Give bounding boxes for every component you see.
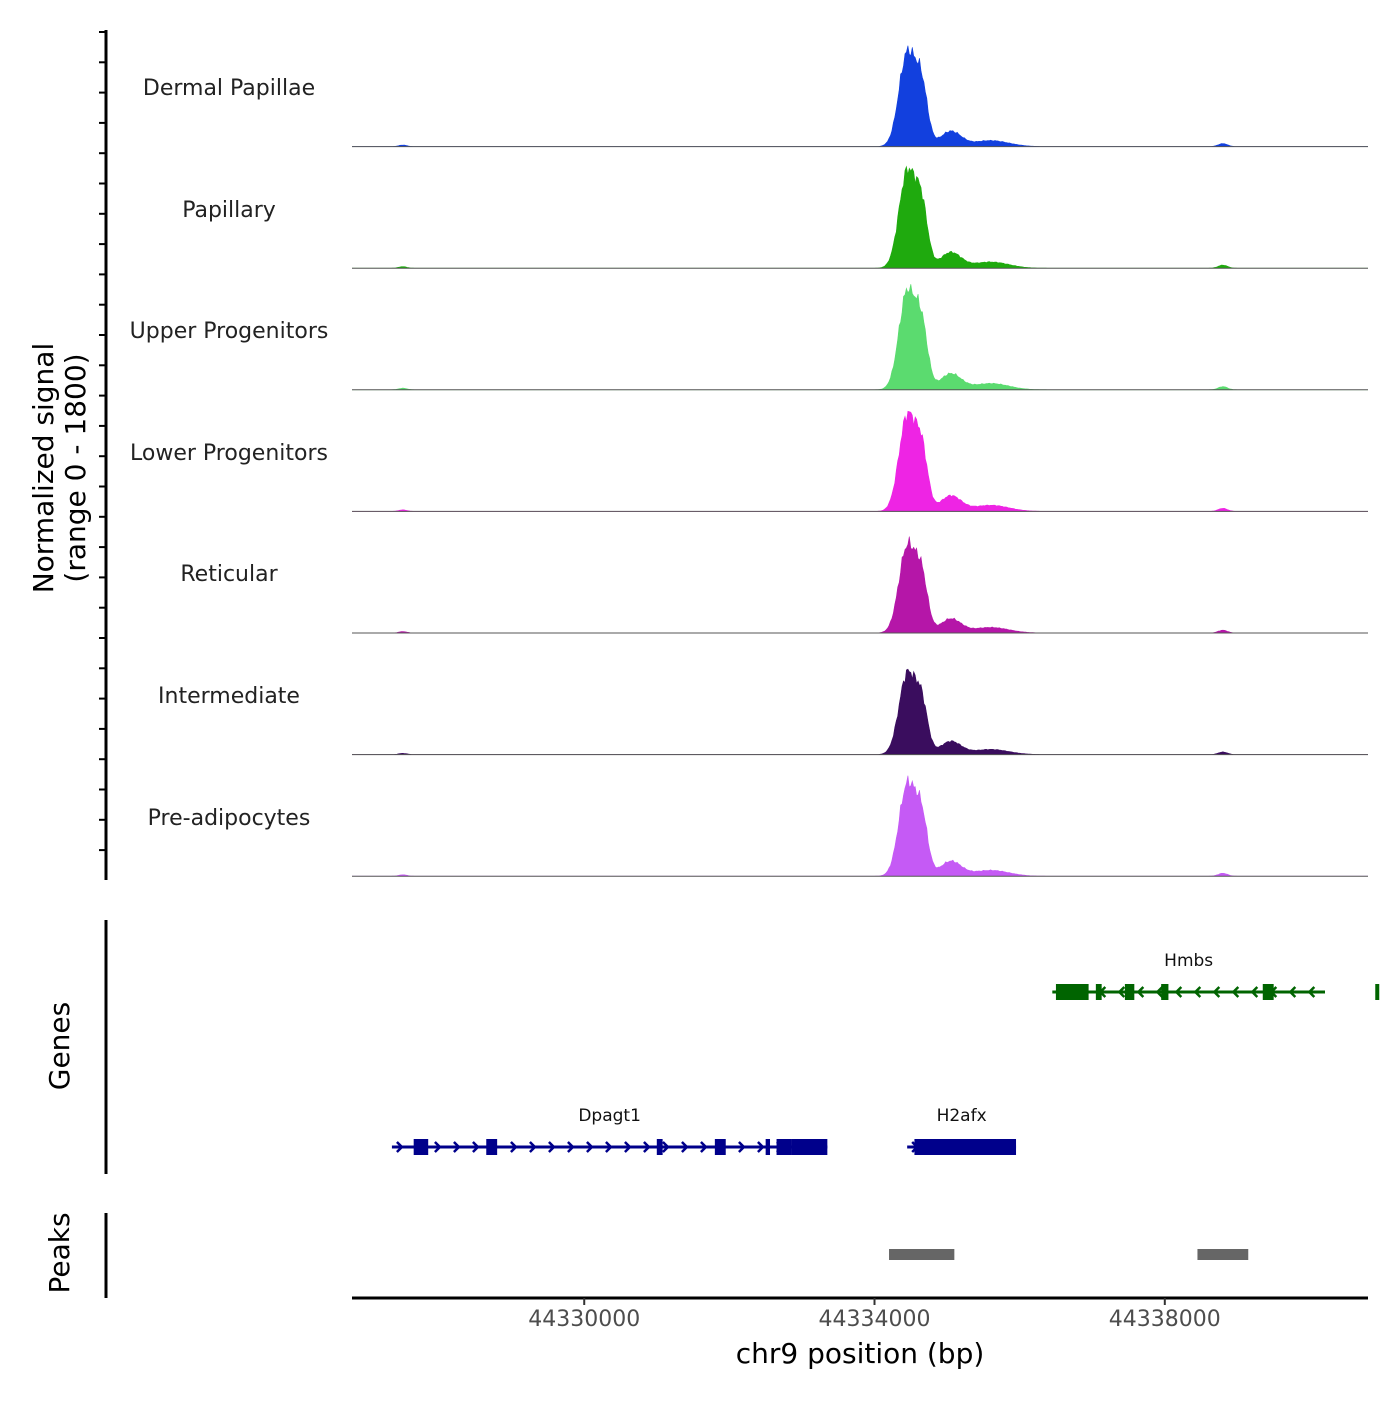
strand-chevron bbox=[757, 1141, 765, 1153]
strand-chevron bbox=[1155, 986, 1164, 998]
strand-chevron bbox=[1307, 986, 1316, 998]
strand-chevron bbox=[396, 1141, 404, 1153]
peak-region-1 bbox=[889, 1249, 955, 1260]
track-label: Papillary bbox=[182, 197, 276, 223]
exon-dpagt1 bbox=[714, 1139, 726, 1155]
coverage-area-pre-adipocytes bbox=[352, 775, 1368, 877]
track-label: Intermediate bbox=[158, 684, 300, 709]
strand-chevron bbox=[662, 1141, 670, 1153]
exon-hmbs bbox=[1095, 984, 1102, 1000]
exon-dpagt1 bbox=[413, 1139, 429, 1155]
strand-chevron bbox=[1212, 986, 1221, 998]
strand-chevron bbox=[605, 1141, 613, 1153]
gene-name-h2afx: H2afx bbox=[936, 1106, 987, 1126]
strand-chevron bbox=[1193, 986, 1202, 998]
exon-hmbs bbox=[1124, 984, 1135, 1000]
track-label: Upper Progenitors bbox=[129, 319, 329, 345]
coverage-area-intermediate bbox=[352, 668, 1368, 755]
strand-chevron bbox=[1174, 986, 1183, 998]
strand-chevron bbox=[548, 1141, 556, 1153]
x-tick-label: 44338000 bbox=[1108, 1307, 1221, 1332]
exon-hmbs bbox=[1262, 984, 1274, 1000]
strand-chevron bbox=[681, 1141, 689, 1153]
peaks-track-title: Peaks bbox=[43, 1212, 76, 1294]
y-axis-title-line1: Normalized signal bbox=[27, 342, 60, 594]
strand-chevron bbox=[1136, 986, 1145, 998]
strand-chevron bbox=[453, 1141, 461, 1153]
gene-name-hmbs: Hmbs bbox=[1164, 951, 1214, 971]
strand-chevron bbox=[624, 1141, 632, 1153]
strand-chevron bbox=[510, 1141, 518, 1153]
track-label: Lower Progenitors bbox=[130, 440, 328, 466]
gene-name-dpagt1: Dpagt1 bbox=[578, 1106, 641, 1126]
exon-h2afx bbox=[914, 1139, 1017, 1155]
strand-chevron bbox=[472, 1141, 480, 1153]
strand-chevron bbox=[1250, 986, 1259, 998]
y-axis-title: Normalized signal (range 0 - 1800) bbox=[27, 308, 92, 628]
exon-hmbs bbox=[1161, 984, 1169, 1000]
strand-chevron bbox=[1117, 986, 1126, 998]
track-label: Dermal Papillae bbox=[142, 76, 316, 101]
strand-chevron bbox=[529, 1141, 537, 1153]
strand-chevron bbox=[1288, 986, 1297, 998]
strand-chevron bbox=[567, 1141, 575, 1153]
strand-chevron bbox=[643, 1141, 651, 1153]
track-label: Pre-adipocytes bbox=[147, 805, 311, 831]
strand-chevron bbox=[738, 1141, 746, 1153]
exon-dpagt1 bbox=[765, 1139, 771, 1155]
coverage-area-upper-progenitors bbox=[352, 284, 1368, 391]
exon-dpagt1 bbox=[776, 1139, 792, 1155]
strand-chevron bbox=[586, 1141, 594, 1153]
genes-track-title: Genes bbox=[43, 1001, 76, 1091]
strand-chevron bbox=[700, 1141, 708, 1153]
exon-dpagt1 bbox=[486, 1139, 498, 1155]
exon-hmbs bbox=[1055, 984, 1089, 1000]
coverage-area-lower-progenitors bbox=[352, 410, 1368, 512]
y-axis-title-line2: (range 0 - 1800) bbox=[59, 353, 92, 583]
coverage-area-papillary bbox=[352, 165, 1368, 269]
strand-chevron bbox=[1231, 986, 1240, 998]
exon-dpagt1 bbox=[656, 1139, 663, 1155]
track-label: Reticular bbox=[180, 562, 278, 588]
x-axis-title: chr9 position (bp) bbox=[735, 1337, 985, 1370]
exon-hmbs bbox=[1375, 984, 1380, 1000]
strand-chevron bbox=[434, 1141, 442, 1153]
x-tick-label: 44330000 bbox=[528, 1307, 641, 1332]
coverage-area-reticular bbox=[352, 536, 1368, 634]
coverage-area-dermal-papillae bbox=[352, 45, 1368, 147]
peak-region-2 bbox=[1197, 1249, 1249, 1260]
x-tick-label: 44334000 bbox=[818, 1307, 931, 1332]
exon-dpagt1 bbox=[791, 1139, 828, 1155]
